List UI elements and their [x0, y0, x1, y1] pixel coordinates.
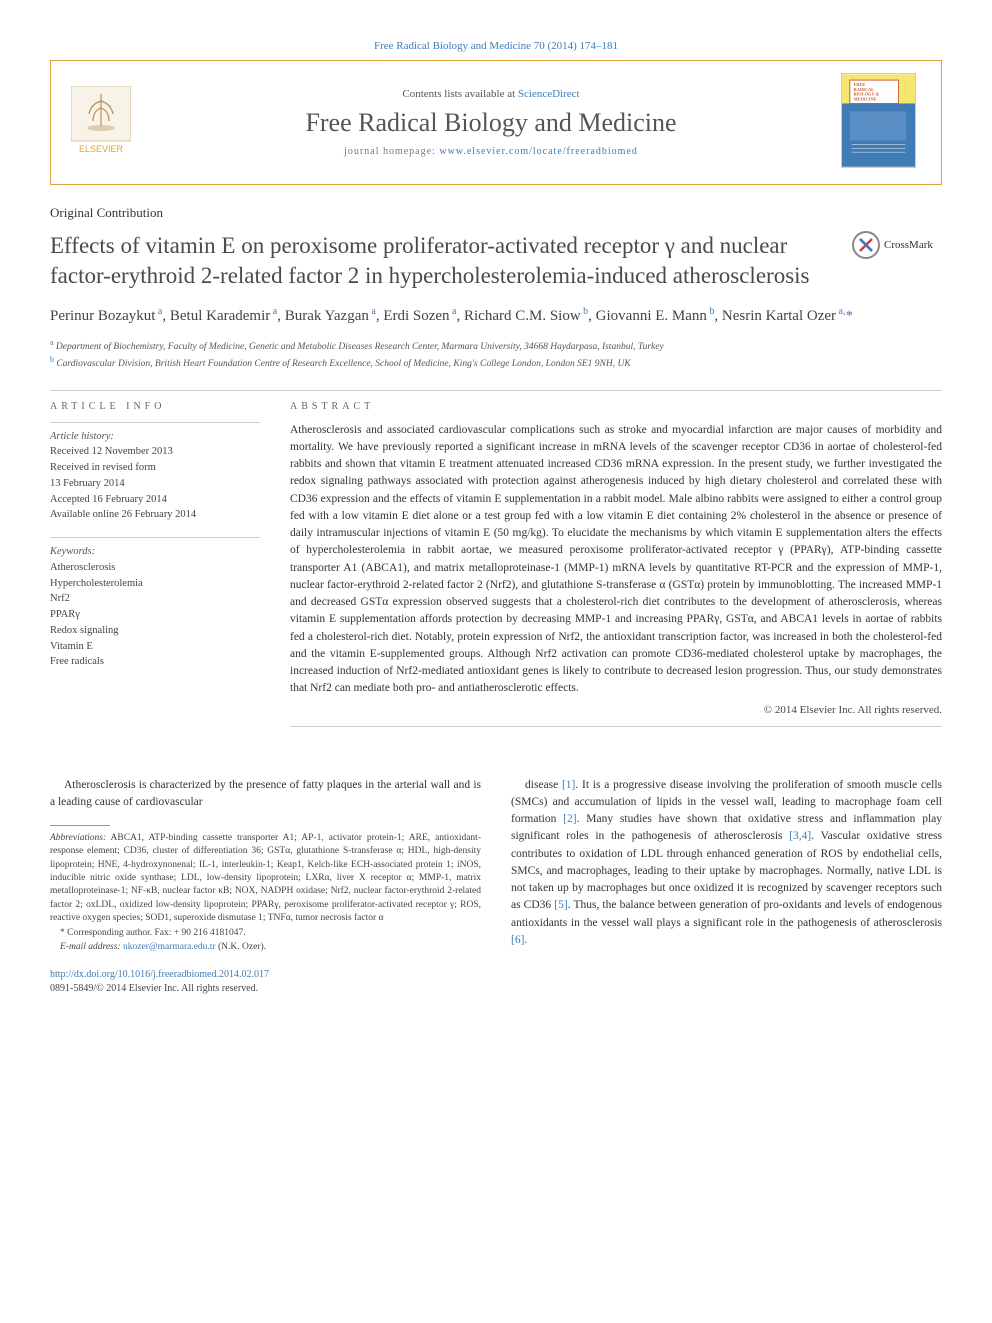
top-citation: Free Radical Biology and Medicine 70 (20…	[50, 40, 942, 52]
body-left-column: Atherosclerosis is characterized by the …	[50, 777, 481, 996]
bottom-info: http://dx.doi.org/10.1016/j.freeradbiome…	[50, 968, 481, 996]
homepage-line: journal homepage: www.elsevier.com/locat…	[141, 146, 841, 157]
crossmark-label: CrossMark	[884, 239, 933, 251]
contents-line: Contents lists available at ScienceDirec…	[141, 88, 841, 100]
abstract-label: ABSTRACT	[290, 401, 942, 412]
homepage-link[interactable]: www.elsevier.com/locate/freeradbiomed	[439, 146, 638, 157]
article-title: Effects of vitamin E on peroxisome proli…	[50, 231, 832, 291]
keywords-block: Keywords: AtherosclerosisHypercholestero…	[50, 544, 260, 670]
doi-link[interactable]: http://dx.doi.org/10.1016/j.freeradbiome…	[50, 969, 269, 980]
publisher-logo-cell: ELSEVIER	[71, 86, 141, 160]
footnotes: Abbreviations: ABCA1, ATP-binding casset…	[50, 832, 481, 954]
svg-text:MEDICINE: MEDICINE	[854, 97, 877, 102]
citation-link[interactable]: Free Radical Biology and Medicine 70 (20…	[374, 40, 618, 52]
journal-cover: FREE RADICAL BIOLOGY & MEDICINE	[841, 73, 916, 168]
journal-cover-cell: FREE RADICAL BIOLOGY & MEDICINE	[841, 73, 921, 172]
article-info-column: ARTICLE INFO Article history: Received 1…	[50, 401, 260, 737]
issn-copyright: 0891-5849/© 2014 Elsevier Inc. All right…	[50, 983, 258, 994]
svg-text:ELSEVIER: ELSEVIER	[79, 144, 124, 154]
body-right-column: disease [1]. It is a progressive disease…	[511, 777, 942, 996]
intro-para-right: disease [1]. It is a progressive disease…	[511, 777, 942, 950]
crossmark-icon	[858, 237, 874, 253]
affiliations: a Department of Biochemistry, Faculty of…	[50, 337, 942, 372]
journal-name: Free Radical Biology and Medicine	[141, 108, 841, 138]
divider	[50, 390, 942, 391]
intro-para-left: Atherosclerosis is characterized by the …	[50, 777, 481, 812]
info-label: ARTICLE INFO	[50, 401, 260, 412]
corresponding-author: * Corresponding author. Fax: + 90 216 41…	[50, 927, 481, 940]
sciencedirect-link[interactable]: ScienceDirect	[518, 88, 580, 100]
authors: Perinur Bozaykut a, Betul Karademir a, B…	[50, 305, 942, 327]
abstract-column: ABSTRACT Atherosclerosis and associated …	[290, 401, 942, 737]
article-history: Article history: Received 12 November 20…	[50, 429, 260, 524]
abstract-text: Atherosclerosis and associated cardiovas…	[290, 422, 942, 698]
article-type: Original Contribution	[50, 205, 942, 221]
email-link[interactable]: nkozer@marmara.edu.tr	[123, 942, 216, 952]
abstract-copyright: © 2014 Elsevier Inc. All rights reserved…	[290, 704, 942, 716]
crossmark-badge[interactable]: CrossMark	[852, 231, 942, 259]
journal-header: ELSEVIER Contents lists available at Sci…	[50, 60, 942, 185]
elsevier-logo: ELSEVIER	[71, 86, 131, 156]
